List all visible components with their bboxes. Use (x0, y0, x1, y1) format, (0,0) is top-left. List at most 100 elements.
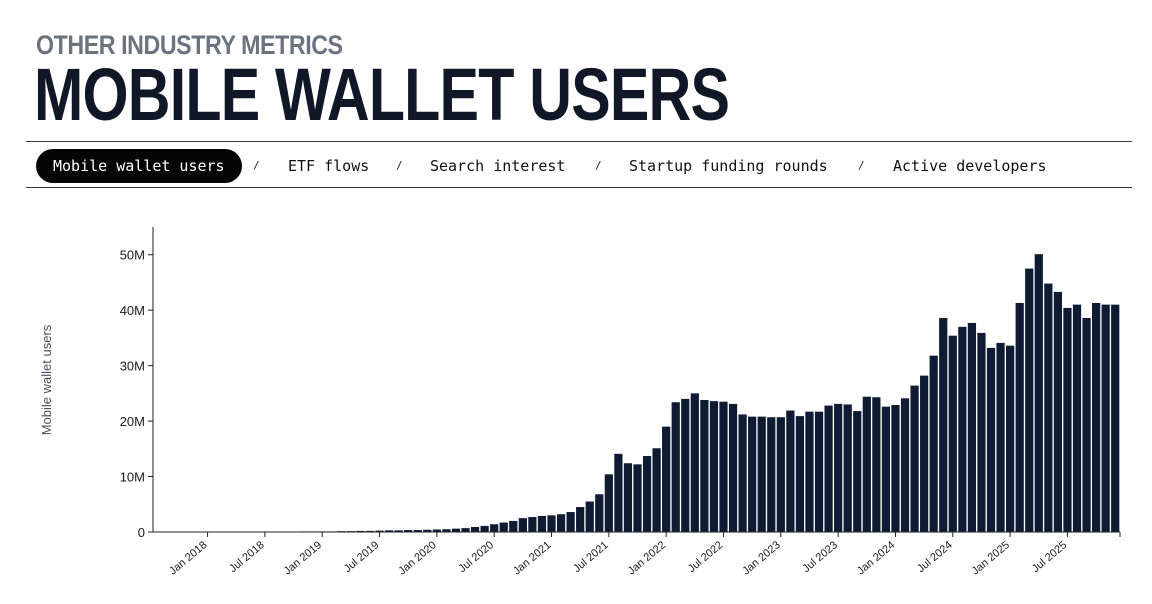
tab-etf-flows[interactable]: ETF flows (288, 157, 370, 175)
bar (776, 417, 785, 532)
tab-separator: / (396, 159, 403, 172)
metric-tabs: Mobile wallet users / ETF flows / Search… (26, 141, 1132, 188)
tab-active-developers[interactable]: Active developers (893, 157, 1047, 175)
bar (442, 529, 451, 532)
bar (642, 456, 652, 532)
page-title: MOBILE WALLET USERS (34, 53, 730, 136)
bar (986, 347, 996, 532)
bar (958, 326, 967, 532)
bar (948, 335, 957, 532)
bar (432, 529, 441, 532)
bar (413, 530, 422, 532)
bar (652, 448, 661, 532)
bar (929, 355, 938, 532)
bar (595, 494, 604, 532)
bar (1111, 304, 1120, 532)
bar (623, 463, 633, 532)
bar (604, 474, 613, 532)
bar (451, 528, 461, 532)
bar (499, 522, 508, 532)
x-tick-label: Jan 2024 (855, 539, 897, 577)
bar (1015, 302, 1024, 532)
bar (1034, 254, 1043, 533)
bar (614, 453, 623, 532)
bar (566, 512, 575, 532)
bar (662, 426, 671, 532)
bar (767, 417, 776, 532)
x-tick-label: Jul 2019 (342, 539, 382, 575)
tab-search-interest[interactable]: Search interest (430, 157, 566, 175)
bar (910, 385, 919, 532)
bar (1025, 268, 1034, 532)
bar (490, 524, 499, 532)
y-tick-label: 20M (120, 414, 145, 429)
bar (805, 411, 814, 532)
bar (748, 416, 757, 532)
tab-startup-funding-rounds[interactable]: Startup funding rounds (629, 157, 828, 175)
bar (967, 322, 977, 532)
bar (394, 530, 403, 532)
bar (509, 520, 518, 532)
bar (384, 530, 394, 532)
x-tick-label: Jul 2022 (686, 539, 726, 575)
x-tick-label: Jan 2023 (740, 539, 782, 577)
bar (690, 393, 699, 532)
x-tick-label: Jan 2021 (511, 539, 553, 577)
bar (891, 405, 900, 532)
bar (1053, 291, 1063, 532)
bar (375, 530, 384, 532)
bar (738, 414, 747, 532)
bar (996, 342, 1005, 532)
x-tick-label: Jan 2019 (282, 539, 324, 577)
bar (872, 397, 881, 532)
tab-mobile-wallet-users[interactable]: Mobile wallet users (36, 149, 242, 183)
bar (356, 530, 365, 532)
bar (709, 401, 719, 532)
bar (585, 501, 594, 532)
section-eyebrow: OTHER INDUSTRY METRICS (36, 30, 343, 60)
bar (834, 403, 843, 532)
bar (470, 527, 480, 532)
bar (920, 375, 929, 532)
bar (977, 332, 986, 532)
y-axis-title: Mobile wallet users (39, 324, 54, 435)
bar-chart: 0 10M 20M 30M 40M 50M Jan 2018 Jul 2018 Jan 201… (39, 227, 1121, 577)
y-tick-label: 30M (120, 359, 145, 374)
bar (547, 515, 556, 532)
bar-series (270, 254, 1120, 533)
bar (1082, 317, 1091, 532)
bar (700, 400, 709, 532)
bar (480, 525, 489, 532)
bar (633, 464, 642, 532)
x-tick-label: Jul 2024 (915, 539, 955, 575)
x-tick-label: Jul 2021 (571, 539, 611, 575)
y-tick-label: 40M (120, 303, 145, 318)
bar (461, 528, 470, 532)
bar (537, 515, 547, 532)
bar (728, 403, 738, 532)
y-tick-label: 0 (138, 525, 145, 540)
y-axis: 0 10M 20M 30M 40M 50M (120, 227, 154, 540)
bar (1092, 302, 1101, 532)
x-tick-label: Jan 2018 (167, 539, 209, 577)
bar (423, 529, 432, 532)
bar (1044, 283, 1053, 532)
x-tick-label: Jul 2023 (800, 539, 840, 575)
bar (556, 514, 566, 532)
bar (843, 404, 852, 532)
x-tick-label: Jul 2018 (227, 539, 267, 575)
y-tick-label: 50M (120, 248, 145, 263)
bar (518, 518, 527, 532)
bar (1072, 304, 1082, 532)
bar (824, 405, 833, 532)
bar (365, 530, 375, 532)
bar (795, 416, 805, 532)
bar (881, 406, 891, 532)
bar (1063, 307, 1072, 532)
bar (576, 507, 585, 532)
bar (1006, 345, 1015, 532)
x-tick-label: Jul 2025 (1030, 539, 1070, 575)
bar (939, 317, 948, 532)
x-tick-label: Jul 2020 (457, 539, 497, 575)
y-tick-label: 10M (120, 470, 145, 485)
